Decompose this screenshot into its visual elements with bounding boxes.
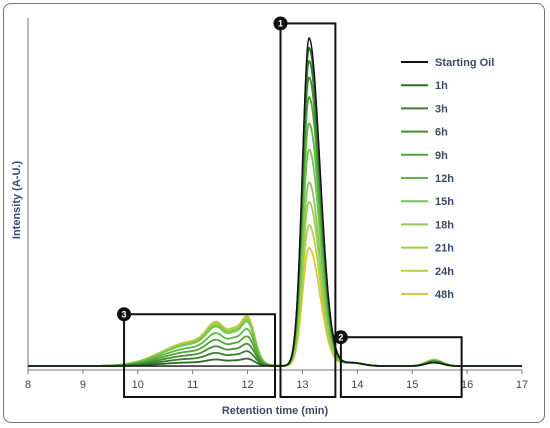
legend-label: 12h	[435, 173, 454, 185]
legend: Starting Oil 1h 3h 6h 9h 12h 15h 18h 21h 24h 48h	[401, 57, 494, 301]
region-box-3	[123, 313, 276, 398]
region-boxes: 123	[117, 16, 463, 399]
region-number-1: 1	[278, 19, 283, 29]
legend-label: 21h	[435, 243, 454, 255]
legend-label: 24h	[435, 266, 454, 278]
region-number-2: 2	[338, 332, 343, 342]
axes: 8 9 10 11 12 13 14 15 16 17	[25, 18, 528, 391]
x-tick-label: 8	[25, 379, 31, 391]
x-tick-label: 9	[80, 379, 86, 391]
region-box-1	[279, 22, 337, 398]
legend-label: 1h	[435, 80, 448, 92]
region-box-2	[339, 336, 463, 399]
legend-label: 48h	[435, 289, 454, 301]
x-tick-label: 15	[406, 379, 418, 391]
x-axis-label: Retention time (min)	[222, 405, 329, 417]
x-tick-label: 12	[241, 379, 253, 391]
region-marker-1	[273, 16, 288, 31]
x-tick-label: 13	[296, 379, 308, 391]
legend-label: 9h	[435, 150, 448, 162]
legend-label: Starting Oil	[435, 57, 494, 69]
legend-label: 6h	[435, 127, 448, 139]
legend-label: 18h	[435, 219, 454, 231]
legend-label: 3h	[435, 103, 448, 115]
region-number-3: 3	[122, 309, 127, 319]
x-tick-label: 16	[461, 379, 473, 391]
region-marker-2	[333, 330, 348, 345]
region-marker-3	[117, 307, 132, 322]
y-axis-label: Intensity (A-U.)	[11, 161, 23, 240]
x-tick-label: 17	[516, 379, 528, 391]
legend-label: 15h	[435, 196, 454, 208]
x-tick-label: 11	[187, 379, 198, 391]
x-tick-label: 10	[132, 379, 144, 391]
x-tick-label: 14	[351, 379, 363, 391]
